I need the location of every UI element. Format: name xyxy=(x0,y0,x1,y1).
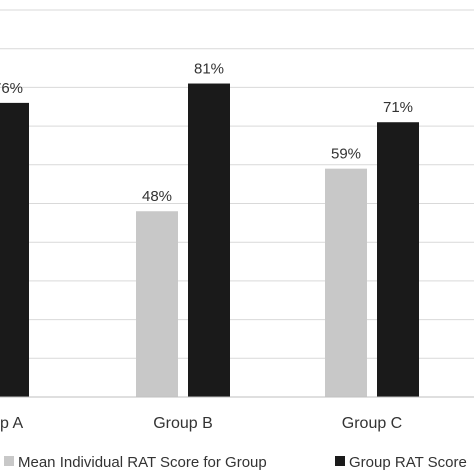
x-tick-label: Group C xyxy=(342,415,402,432)
legend-swatch xyxy=(4,456,14,466)
data-label: 48% xyxy=(142,188,172,205)
data-label: 76% xyxy=(0,80,23,97)
gridlines xyxy=(0,9,474,359)
x-tick-label: Group B xyxy=(153,415,213,432)
bar-group-rat-1 xyxy=(188,83,230,397)
legend-label: Group RAT Score xyxy=(349,454,467,471)
bar-group-rat-2 xyxy=(377,122,419,397)
data-label: 59% xyxy=(331,146,361,163)
x-tick-label: p A xyxy=(0,415,23,432)
x-axis: p A Group B Group C xyxy=(0,396,474,432)
legend: Mean Individual RAT Score for Group Group… xyxy=(4,454,467,471)
data-labels: 48% 59% 76% 81% 71% xyxy=(0,61,413,206)
bar-mean-individual-2 xyxy=(325,168,367,397)
data-label: 81% xyxy=(194,61,224,78)
legend-swatch xyxy=(335,456,345,466)
bar-group-rat-0 xyxy=(0,102,29,397)
bar-mean-individual-1 xyxy=(136,211,178,397)
legend-label: Mean Individual RAT Score for Group xyxy=(18,454,267,471)
bars xyxy=(0,83,419,397)
data-label: 71% xyxy=(383,99,413,116)
